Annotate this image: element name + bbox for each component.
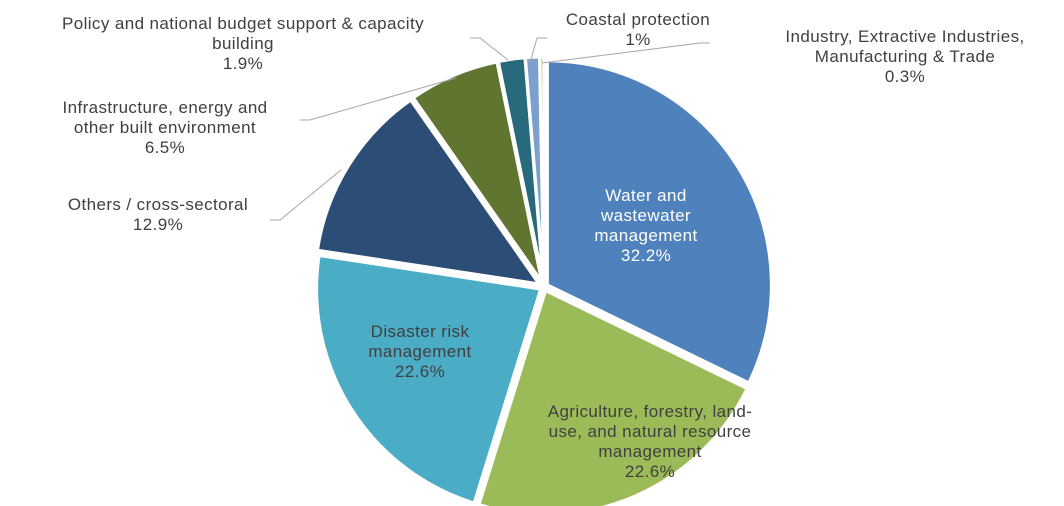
slice-label-line: Disaster risk — [371, 322, 470, 341]
slice-value: 22.6% — [395, 362, 445, 381]
leader-line-policy-and-national-budget-support-capacity-building — [470, 37, 509, 61]
slice-disaster-risk-management — [315, 253, 543, 505]
data-label-coastal-protection: Coastal protection 1% — [566, 10, 710, 49]
slice-label-line: wastewater — [600, 206, 691, 225]
slice-label-line: Water and — [605, 186, 686, 205]
leader-line-others-cross-sectoral — [270, 169, 342, 221]
slice-value: 22.6% — [625, 462, 675, 481]
data-label-disaster-risk-management: Disaster risk management 22.6% — [368, 322, 471, 381]
slice-label-line: Industry, Extractive Industries, — [785, 27, 1024, 46]
leader-line-industry-extractive-industries-manufacturing-trade — [541, 42, 710, 64]
slice-others-cross-sectoral — [315, 98, 543, 286]
data-label-infrastructure-energy-and-other-built-environment: Infrastructure, energy and other built en… — [62, 98, 267, 157]
data-label-water-and-wastewater-management: Water and wastewater management 32.2% — [594, 186, 697, 265]
data-label-policy-and-national-budget-support-capacity-building: Policy and national budget support & cap… — [62, 14, 424, 73]
slice-label-line: management — [368, 342, 471, 361]
slice-label-line: Manufacturing & Trade — [815, 47, 995, 66]
slice-value: 1% — [625, 30, 650, 49]
leader-lines — [270, 37, 710, 221]
leader-line-coastal-protection — [529, 37, 547, 64]
slice-label-line: management — [598, 442, 701, 461]
slice-infrastructure-energy-and-other-built-environment — [411, 60, 544, 283]
slice-value: 1.9% — [223, 54, 263, 73]
pie-slices — [315, 55, 773, 506]
slice-value: 0.3% — [885, 67, 925, 86]
slice-value: 6.5% — [145, 138, 185, 157]
data-label-industry-extractive-industries-manufacturing-trade: Industry, Extractive Industries, Manufact… — [785, 27, 1024, 86]
leader-line-infrastructure-energy-and-other-built-environment — [300, 77, 457, 121]
slice-label-line: Others / cross-sectoral — [68, 195, 248, 214]
slice-label-line: Coastal protection — [566, 10, 710, 29]
slice-industry-extractive-industries-manufacturing-trade — [538, 55, 546, 282]
slice-value: 12.9% — [133, 215, 183, 234]
slice-labels: Water and wastewater management 32.2%Agricu… — [62, 10, 1024, 481]
slice-agriculture-forestry-land-use-and-natural-resource-management — [477, 288, 750, 506]
slice-label-line: Policy and national budget support & cap… — [62, 14, 424, 33]
data-label-agriculture-forestry-land-use-and-natural-resource-management: Agriculture, forestry, land-use, and nat… — [548, 402, 753, 481]
data-label-others-cross-sectoral: Others / cross-sectoral 12.9% — [68, 195, 248, 234]
slice-water-and-wastewater-management — [545, 59, 773, 385]
slice-label-line: building — [212, 34, 274, 53]
slice-label-line: other built environment — [74, 118, 256, 137]
slice-value: 32.2% — [621, 246, 671, 265]
slice-label-line: Infrastructure, energy and — [62, 98, 267, 117]
slice-label-line: use, and natural resource — [549, 422, 752, 441]
slice-label-line: Agriculture, forestry, land- — [548, 402, 753, 421]
slice-label-line: management — [594, 226, 697, 245]
